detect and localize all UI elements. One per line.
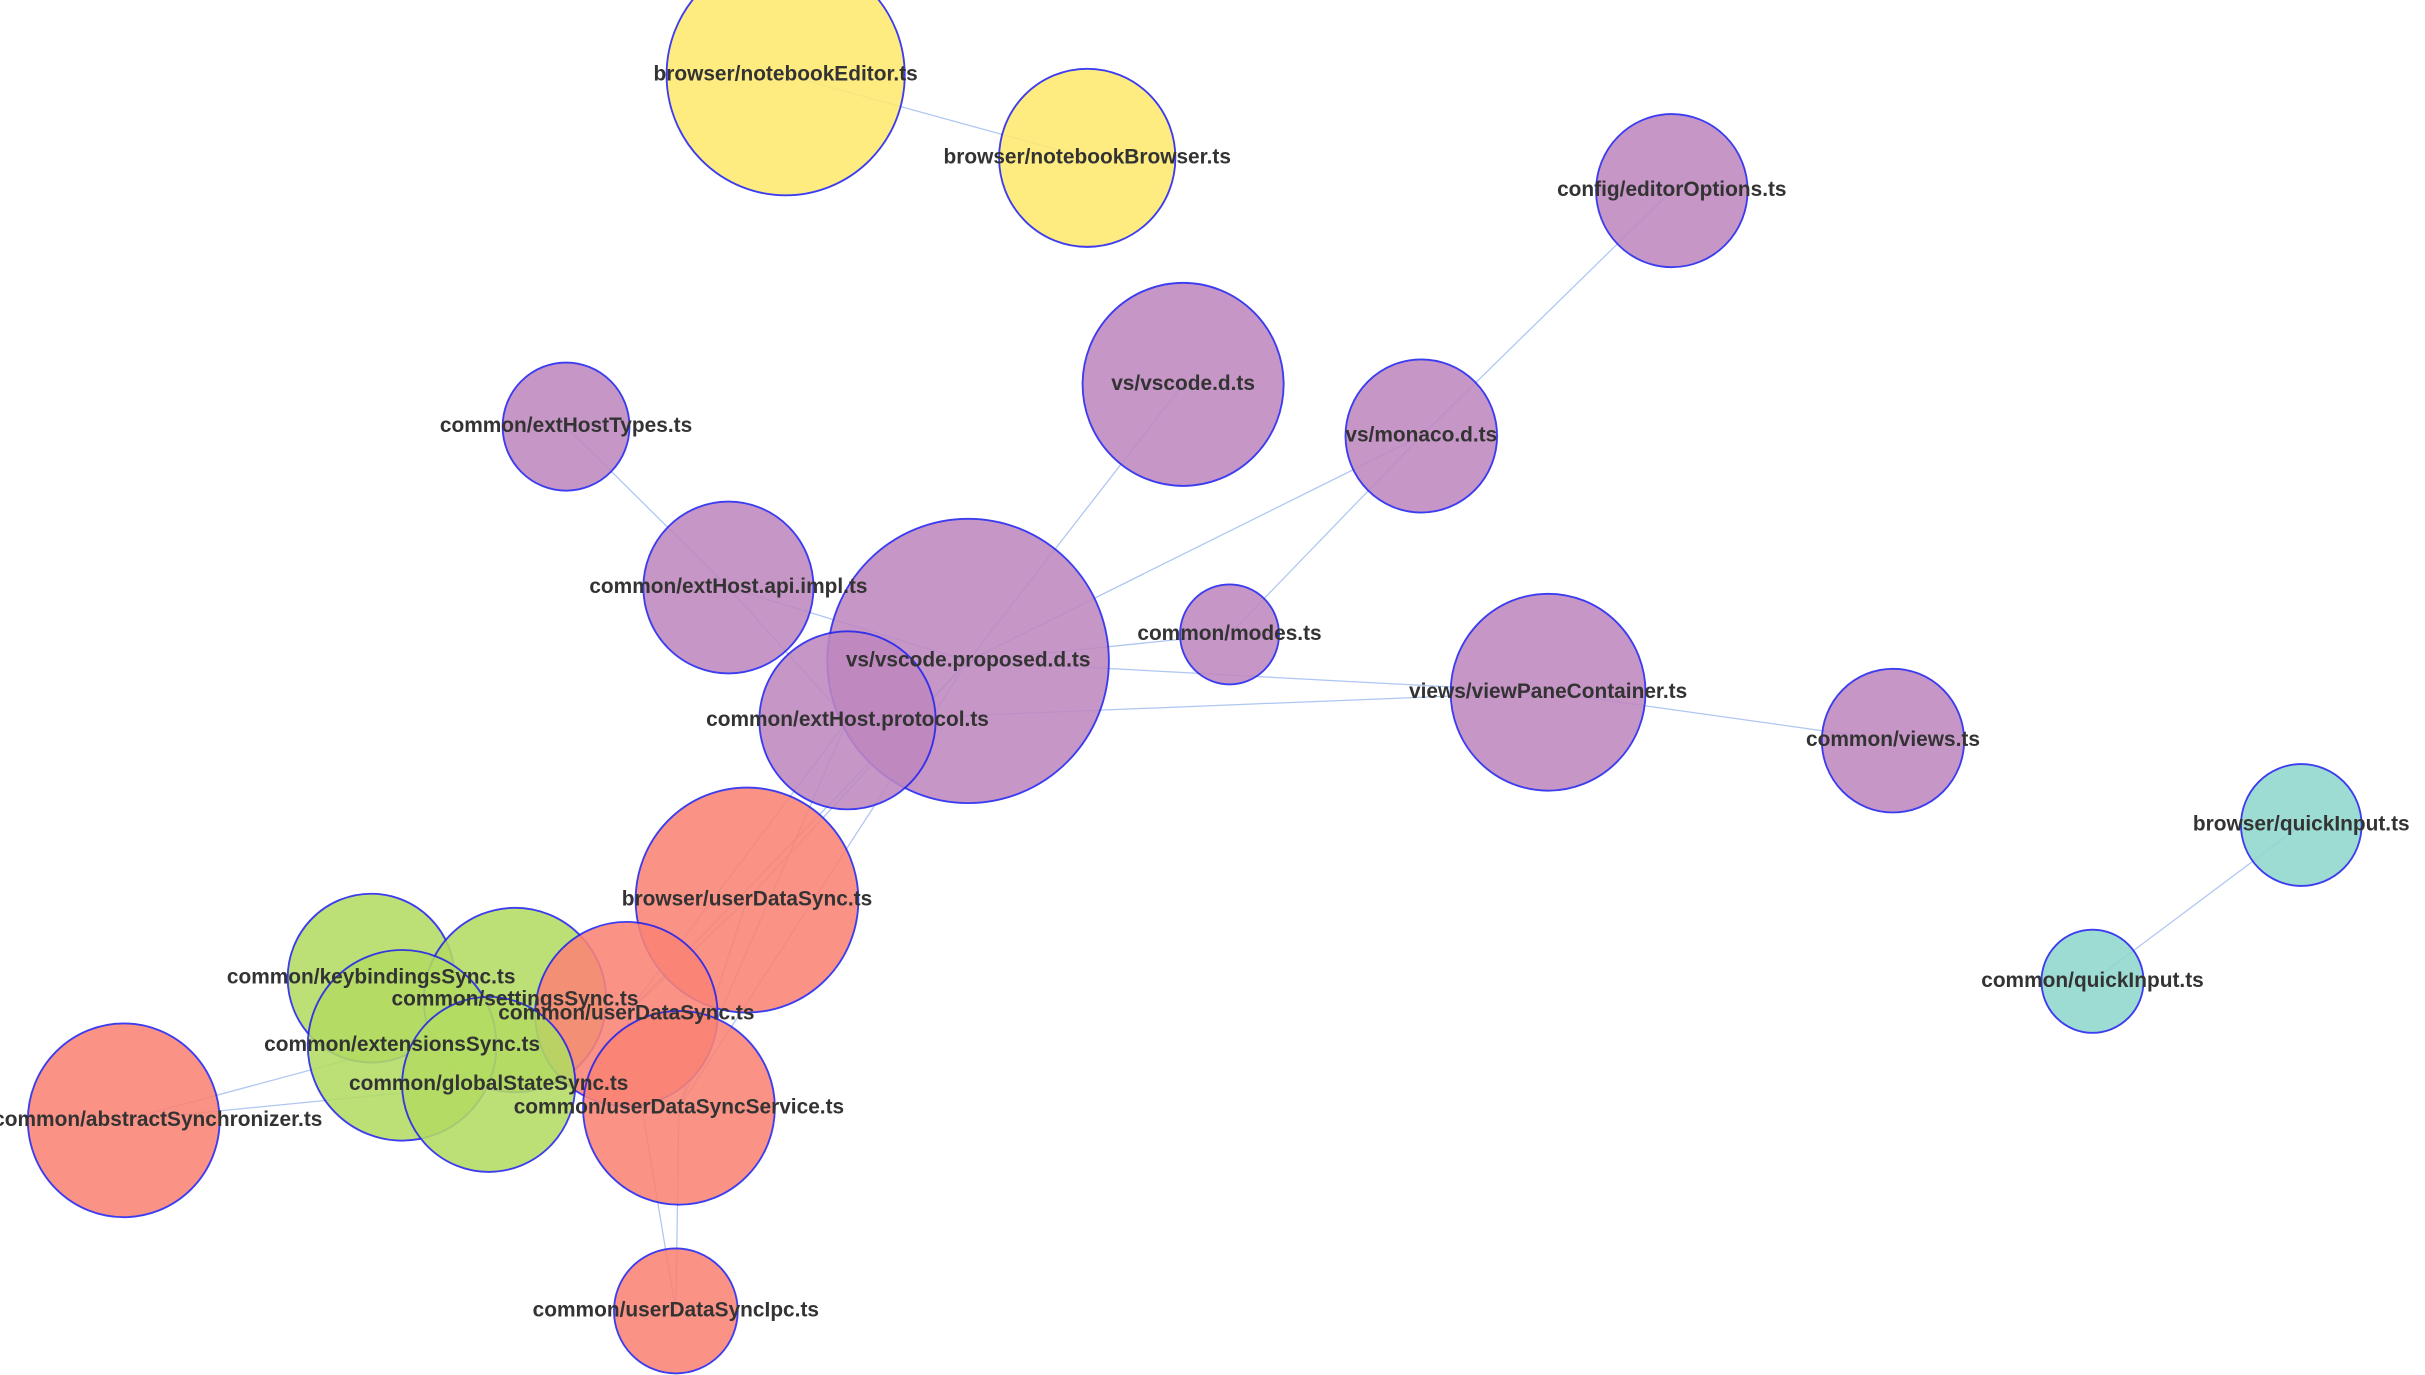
node: [2240, 763, 2363, 887]
node-label: common/modes.ts: [1137, 622, 1321, 645]
node-label: vs/vscode.d.ts: [1111, 372, 1255, 395]
node-label: common/settingsSync.ts: [392, 987, 639, 1010]
node-label: vs/vscode.proposed.d.ts: [846, 648, 1091, 671]
node-label: common/extHost.api.impl.ts: [589, 575, 867, 598]
node-label: common/extensionsSync.ts: [264, 1033, 540, 1056]
node: [613, 1247, 739, 1375]
node-label: common/quickInput.ts: [1981, 969, 2204, 992]
node-label: browser/quickInput.ts: [2193, 812, 2410, 835]
node: [501, 361, 631, 492]
node: [401, 995, 577, 1173]
node: [1820, 667, 1966, 814]
node: [582, 1010, 776, 1206]
node: [1081, 281, 1285, 487]
node: [1595, 113, 1749, 269]
node: [2040, 928, 2145, 1034]
node-label: common/keybindingsSync.ts: [227, 966, 516, 989]
node-label: common/userDataSyncService.ts: [514, 1095, 844, 1118]
node-label: browser/notebookEditor.ts: [654, 62, 918, 85]
node: [1179, 583, 1280, 686]
node: [1344, 358, 1498, 514]
node-label: common/extHost.protocol.ts: [706, 708, 989, 731]
node: [998, 67, 1177, 248]
node: [26, 1022, 221, 1219]
node: [665, 0, 906, 197]
node-label: common/userDataSyncIpc.ts: [533, 1298, 819, 1321]
node: [758, 630, 937, 811]
node-label: common/abstractSynchronizer.ts: [0, 1108, 322, 1131]
node-label: common/userDataSync.ts: [498, 1002, 754, 1025]
node-label: views/viewPaneContainer.ts: [1409, 680, 1687, 703]
node-label: config/editorOptions.ts: [1557, 178, 1786, 201]
node-label: common/extHostTypes.ts: [440, 414, 692, 437]
node-label: vs/monaco.d.ts: [1345, 423, 1497, 446]
node-label: browser/notebookBrowser.ts: [943, 145, 1230, 168]
node-label: common/views.ts: [1806, 728, 1980, 751]
labels: browser/notebookEditor.ts browser/noteboo…: [0, 62, 2410, 1321]
nodes: [26, 0, 2363, 1375]
node: [1449, 592, 1647, 792]
node-label: common/globalStateSync.ts: [349, 1072, 628, 1095]
node: [642, 500, 815, 675]
node-label: browser/userDataSync.ts: [622, 887, 872, 910]
